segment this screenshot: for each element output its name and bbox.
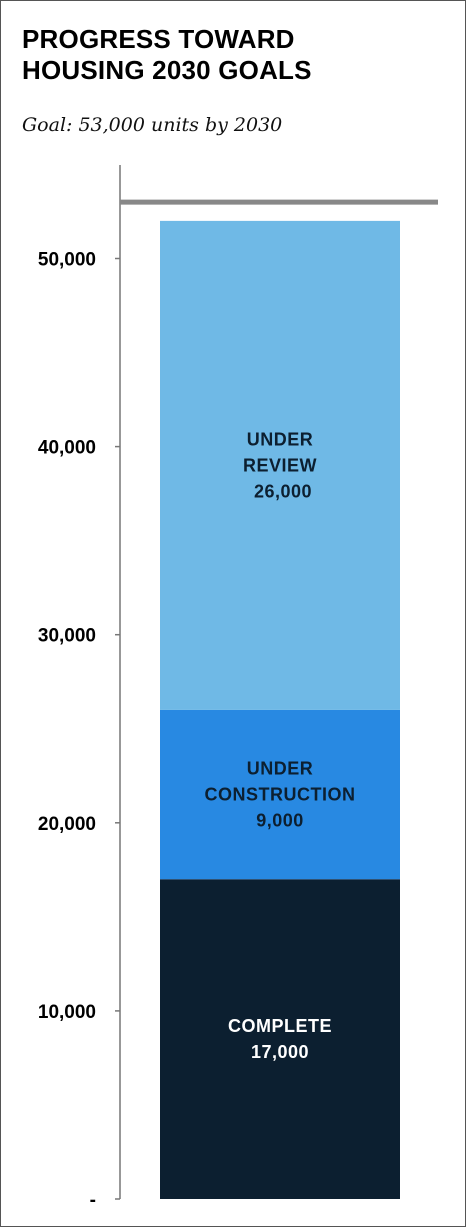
- y-tick-label-3: 30,000: [38, 626, 96, 647]
- y-tick-label-0: -: [90, 1190, 96, 1211]
- bar-segment-label-2-1: REVIEW: [243, 455, 317, 475]
- bar-segment-2: [160, 220, 400, 710]
- bar-segment-label-1-1: CONSTRUCTION: [205, 785, 356, 805]
- bar-segment-0: [160, 879, 400, 1199]
- y-tick-label-5: 50,000: [38, 250, 96, 271]
- bar-segment-label-0-1: 17,000: [251, 1042, 309, 1062]
- y-tick-label-2: 20,000: [38, 814, 96, 835]
- chart-subtitle: Goal: 53,000 units by 2030: [22, 114, 283, 136]
- bar-segment-label-1-2: 9,000: [256, 811, 304, 831]
- bar-segment-label-2-2: 26,000: [254, 481, 312, 501]
- bar-segment-label-1-0: UNDER: [247, 759, 314, 779]
- y-tick-label-1: 10,000: [38, 1002, 96, 1023]
- bar-segment-label-2-0: UNDER: [247, 429, 314, 449]
- bar-segment-label-0-0: COMPLETE: [228, 1016, 332, 1036]
- chart-title: PROGRESS TOWARD HOUSING 2030 GOALS: [22, 24, 442, 86]
- bar-segment-1: [160, 709, 400, 880]
- y-tick-label-4: 40,000: [38, 438, 96, 459]
- chart-title-line-2: HOUSING 2030 GOALS: [22, 55, 312, 85]
- chart-title-line-1: PROGRESS TOWARD: [22, 24, 295, 54]
